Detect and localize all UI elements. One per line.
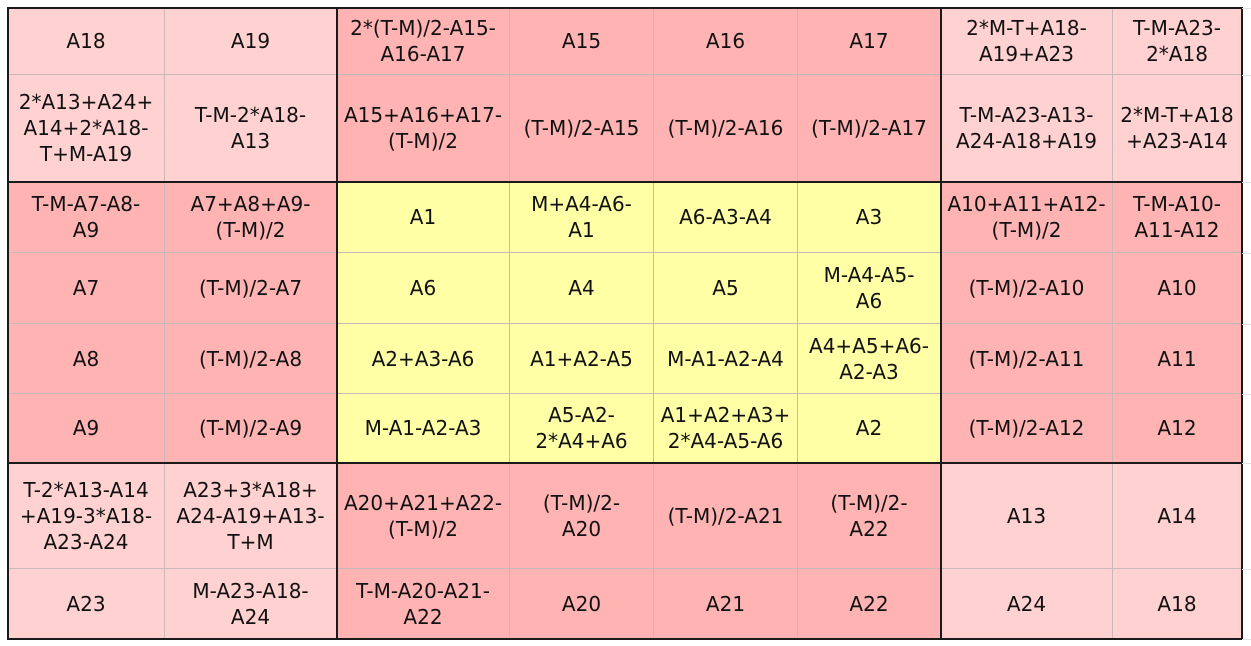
gridline <box>1242 463 1251 464</box>
table-cell: (T-M)/2-A7 <box>165 253 337 324</box>
table-cell: A11 <box>1113 324 1242 394</box>
table-cell: A21 <box>654 569 798 639</box>
table-cell: 2*M-T+A18- A19+A23 <box>941 8 1113 75</box>
table-cell: M-A1-A2-A3 <box>337 394 510 463</box>
table-cell: A13 <box>941 463 1113 569</box>
table-cell: (T-M)/2- A22 <box>798 463 941 569</box>
table-cell: (T-M)/2-A17 <box>798 75 941 182</box>
table-cell: A17 <box>798 8 941 75</box>
table-cell: A18 <box>8 8 165 75</box>
table-cell: A2+A3-A6 <box>337 324 510 394</box>
table-cell: A9 <box>8 394 165 463</box>
gridline <box>1242 324 1251 325</box>
table-cell: A4+A5+A6- A2-A3 <box>798 324 941 394</box>
table-cell: A6 <box>337 253 510 324</box>
table-cell: A8 <box>8 324 165 394</box>
table-cell: A18 <box>1113 569 1242 639</box>
table-cell: (T-M)/2-A16 <box>654 75 798 182</box>
table-cell: A19 <box>165 8 337 75</box>
table-cell: (T-M)/2- A20 <box>510 463 654 569</box>
table-cell: A5-A2- 2*A4+A6 <box>510 394 654 463</box>
table-cell: A7+A8+A9- (T-M)/2 <box>165 182 337 253</box>
table-cell: M+A4-A6- A1 <box>510 182 654 253</box>
table-cell: 2*(T-M)/2-A15- A16-A17 <box>337 8 510 75</box>
magic-square-grid: A18 A19 2*(T-M)/2-A15- A16-A17 A15 A16 A17 2*M… <box>7 7 1243 640</box>
table-cell: A12 <box>1113 394 1242 463</box>
table-cell: A1 <box>337 182 510 253</box>
table-cell: A22 <box>798 569 941 639</box>
table-cell: A23+3*A18+ A24-A19+A13- T+M <box>165 463 337 569</box>
table-cell: (T-M)/2-A11 <box>941 324 1113 394</box>
table-cell: T-M-A20-A21- A22 <box>337 569 510 639</box>
table-cell: T-2*A13-A14 +A19-3*A18- A23-A24 <box>8 463 165 569</box>
table-cell: A14 <box>1113 463 1242 569</box>
table-cell: A20 <box>510 569 654 639</box>
table-cell: A16 <box>654 8 798 75</box>
gridline <box>1242 75 1251 76</box>
table-cell: M-A1-A2-A4 <box>654 324 798 394</box>
table-cell: A10+A11+A12- (T-M)/2 <box>941 182 1113 253</box>
table-cell: A5 <box>654 253 798 324</box>
table-cell: T-M-A23- 2*A18 <box>1113 8 1242 75</box>
table-cell: T-M-2*A18- A13 <box>165 75 337 182</box>
table-cell: A1+A2+A3+ 2*A4-A5-A6 <box>654 394 798 463</box>
table-cell: 2*A13+A24+ A14+2*A18- T+M-A19 <box>8 75 165 182</box>
table-cell: T-M-A7-A8- A9 <box>8 182 165 253</box>
table-cell: (T-M)/2-A15 <box>510 75 654 182</box>
table-cell: (T-M)/2-A10 <box>941 253 1113 324</box>
table-cell: A15 <box>510 8 654 75</box>
table-cell: A20+A21+A22- (T-M)/2 <box>337 463 510 569</box>
table-cell: T-M-A10- A11-A12 <box>1113 182 1242 253</box>
table-cell: A15+A16+A17- (T-M)/2 <box>337 75 510 182</box>
gridline <box>1242 182 1251 183</box>
table-cell: A6-A3-A4 <box>654 182 798 253</box>
table-cell: A4 <box>510 253 654 324</box>
table-cell: M-A4-A5- A6 <box>798 253 941 324</box>
table-cell: A24 <box>941 569 1113 639</box>
gridline <box>1242 394 1251 395</box>
table-cell: A3 <box>798 182 941 253</box>
table-cell: M-A23-A18- A24 <box>165 569 337 639</box>
table-cell: A2 <box>798 394 941 463</box>
table-cell: A23 <box>8 569 165 639</box>
gridline <box>1242 8 1251 9</box>
table-cell: (T-M)/2-A12 <box>941 394 1113 463</box>
table-cell: A7 <box>8 253 165 324</box>
gridline <box>1242 569 1251 570</box>
table-cell: T-M-A23-A13- A24-A18+A19 <box>941 75 1113 182</box>
table-cell: (T-M)/2-A8 <box>165 324 337 394</box>
table-cell: A1+A2-A5 <box>510 324 654 394</box>
table-cell: A10 <box>1113 253 1242 324</box>
gridline <box>1242 639 1251 640</box>
gridline <box>1242 253 1251 254</box>
table-cell: (T-M)/2-A21 <box>654 463 798 569</box>
table-cell: 2*M-T+A18 +A23-A14 <box>1113 75 1242 182</box>
table-cell: (T-M)/2-A9 <box>165 394 337 463</box>
